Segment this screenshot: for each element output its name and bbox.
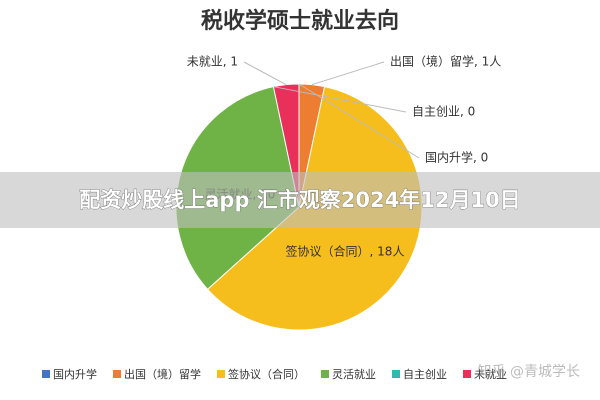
legend-swatch [321,370,329,378]
watermark: 知乎 @青城学长 [478,363,580,380]
leader-line [273,86,407,113]
legend-label: 出国（境）留学 [124,367,201,381]
legend-label: 未就业 [474,367,507,381]
data-label: 出国（境）留学, 1人 [390,54,501,69]
data-label: 自主创业, 0 [412,105,475,119]
leader-line [311,61,385,86]
leader-line [243,61,287,86]
legend-label: 灵活就业 [332,367,376,381]
legend-swatch [42,370,50,378]
legend-swatch [217,370,225,378]
data-label: 签协议（合同）, 18人 [286,244,405,259]
banner-text: 配资炒股线上app 汇市观察2024年12月10日 [79,188,520,212]
leader-line [298,83,420,159]
banner [0,172,600,228]
legend-swatch [463,370,471,378]
legend-label: 国内升学 [53,367,97,381]
legend-label: 自主创业 [403,368,447,381]
data-label: 未就业, 1 [187,55,238,69]
legend-swatch [392,370,400,378]
chart-title: 税收学硕士就业去向 [201,8,399,34]
data-label: 国内升学, 0 [425,150,488,165]
legend-swatch [113,370,121,378]
legend-label: 签协议（合同） [228,367,305,381]
